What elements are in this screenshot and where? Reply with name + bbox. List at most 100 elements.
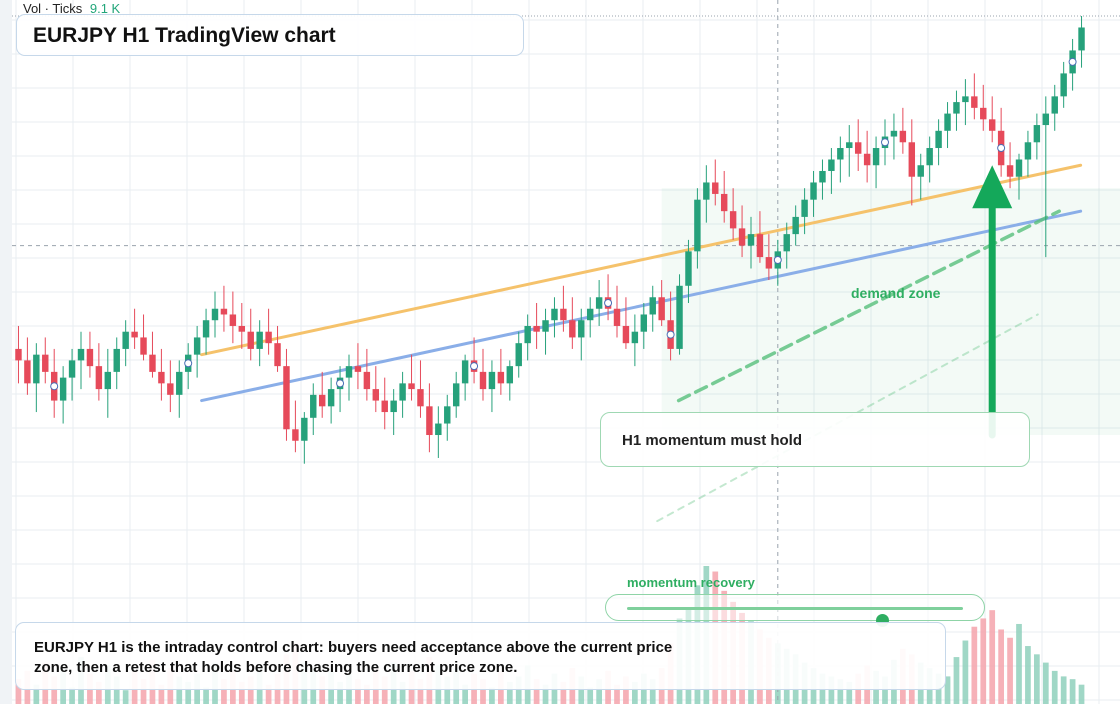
candle — [1078, 16, 1085, 68]
candle-body — [854, 142, 862, 154]
candle — [988, 96, 996, 143]
candle-body — [86, 348, 94, 367]
candle — [220, 285, 228, 332]
candle-body — [488, 371, 496, 390]
candle — [176, 360, 183, 418]
candle-body — [872, 148, 880, 166]
candle-body — [318, 394, 326, 407]
candle — [363, 348, 371, 401]
candle-body — [712, 182, 719, 194]
candle — [1015, 153, 1023, 200]
volume-bar — [15, 679, 22, 704]
candle — [149, 331, 156, 378]
candle-body — [676, 285, 683, 349]
candle — [86, 331, 94, 378]
candle-body — [703, 182, 710, 200]
candle-body — [238, 325, 246, 332]
momentum-recovery-label: momentum recovery — [627, 575, 755, 590]
candle-body — [971, 96, 978, 108]
candle-body — [837, 148, 844, 160]
momentum-recovery-slider[interactable] — [605, 594, 985, 627]
candle — [676, 274, 683, 355]
volume-bar — [578, 676, 585, 704]
candle — [122, 320, 129, 367]
candle — [399, 371, 406, 418]
volume-bar — [623, 676, 629, 704]
candle — [381, 377, 388, 430]
candle-body — [658, 297, 665, 321]
candle — [953, 90, 960, 131]
candle-body — [783, 234, 790, 252]
volume-bar — [1007, 637, 1013, 704]
candle-body — [578, 320, 585, 338]
trade-marker — [881, 138, 889, 147]
candle — [131, 308, 138, 349]
trade-marker — [997, 144, 1006, 153]
candles — [15, 16, 1085, 464]
candle-body — [444, 406, 451, 424]
candle — [854, 119, 862, 171]
candle-body — [953, 102, 960, 114]
up-arrow — [972, 165, 1013, 439]
candle-body — [1078, 27, 1085, 51]
candle — [828, 148, 835, 194]
volume-bar — [515, 676, 522, 704]
volume-bar — [319, 676, 326, 704]
candle — [944, 102, 951, 149]
candle-body — [747, 234, 755, 246]
volume-bar — [1069, 679, 1076, 704]
volume-bar — [238, 681, 245, 704]
candle — [747, 216, 755, 269]
candle-body — [622, 325, 630, 344]
candle-body — [363, 371, 371, 390]
candle — [479, 348, 487, 401]
candle-body — [980, 107, 987, 120]
candle-body — [506, 366, 514, 384]
candle — [1060, 61, 1067, 108]
volume-bar — [1051, 670, 1058, 704]
arrow-head — [972, 165, 1013, 209]
analysis-note: EURJPY H1 is the intraday control chart:… — [34, 639, 673, 676]
candle-body — [962, 96, 969, 103]
candle — [140, 314, 147, 361]
candle-body — [846, 142, 853, 149]
candle — [863, 130, 871, 183]
candle-body — [1015, 159, 1023, 177]
candle-body — [649, 297, 656, 315]
candle — [917, 153, 924, 200]
candle-body — [926, 148, 933, 166]
trade-marker — [470, 362, 479, 371]
candle — [997, 107, 1005, 177]
candle — [926, 136, 933, 183]
left-edge-strip — [0, 0, 12, 704]
candle-body — [524, 325, 531, 344]
candle-body — [685, 251, 692, 286]
candle-body — [327, 389, 335, 407]
candle-body — [202, 320, 210, 338]
candle-body — [435, 423, 442, 436]
volume-bar — [596, 679, 602, 704]
candle — [694, 188, 701, 269]
orange-trendline — [200, 163, 1083, 357]
volume-bar — [560, 681, 567, 704]
candle-body — [24, 360, 31, 384]
candle-body — [247, 331, 254, 349]
volume-bar — [614, 684, 620, 704]
volume-bar — [480, 679, 486, 704]
candle — [872, 136, 880, 189]
slider-line — [627, 607, 963, 627]
candle — [1042, 96, 1050, 258]
candle — [837, 136, 844, 183]
candle-body — [113, 348, 120, 372]
candle — [783, 222, 790, 269]
candle — [729, 188, 737, 240]
candle-body — [68, 360, 76, 378]
candle — [461, 354, 469, 401]
candle — [390, 389, 397, 436]
candle — [658, 280, 665, 326]
candle — [426, 383, 433, 453]
candle-body — [801, 199, 808, 217]
volume-bar — [1078, 684, 1085, 704]
candle-body — [944, 113, 951, 131]
green-dash-trendline — [676, 209, 1061, 403]
